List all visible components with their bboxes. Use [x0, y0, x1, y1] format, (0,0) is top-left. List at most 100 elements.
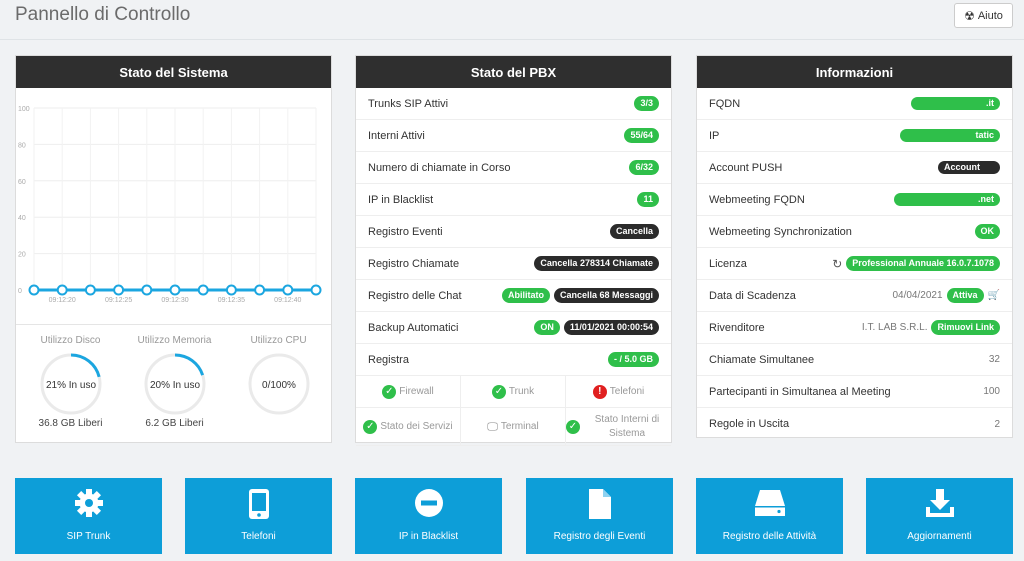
status-badge: ON: [534, 320, 560, 335]
service-status: 🖵 Terminal: [461, 408, 566, 446]
status-badge: 11: [637, 192, 659, 207]
status-badge: Abilitato: [501, 288, 550, 303]
data-point: [141, 284, 153, 296]
panel-title: Stato del PBX: [356, 56, 671, 88]
check-icon: ✓: [491, 384, 506, 399]
monitor-icon: 🖵: [487, 420, 498, 433]
disk-ring: 21% In uso: [40, 353, 101, 415]
ip-value: tatic: [900, 129, 1000, 142]
cpu-ring: 0/100%: [248, 353, 309, 415]
page-title: Pannello di Controllo: [15, 4, 191, 25]
push-account[interactable]: Account: [938, 161, 1000, 174]
y-tick-label: 20: [18, 252, 26, 259]
action-badge[interactable]: Cancella 278314 Chiamate: [534, 256, 659, 271]
data-point: [310, 284, 322, 296]
pbx-row-label: Numero di chiamate in Corso: [368, 161, 511, 174]
services-grid: ✓ Firewall ✓ Trunk! Telefoni ✓ Stato dei Servi…: [356, 376, 671, 446]
service-status: ! Telefoni: [566, 376, 671, 408]
action-badge[interactable]: Cancella 68 Messaggi: [553, 288, 659, 303]
pbx-rows: Trunks SIP Attivi 3/3 Interni Attivi 55/64 N…: [356, 88, 671, 376]
info-row-expiry: Data di Scadenza 04/04/2021 Attiva 🛒: [697, 280, 1012, 312]
action-badge[interactable]: Cancella: [609, 224, 659, 239]
webfqdn-label: Webmeeting FQDN: [709, 193, 805, 206]
disk-label: Utilizzo Disco: [40, 335, 101, 346]
x-tick-label: 09:12:20: [49, 297, 76, 304]
fqdn-label: FQDN: [709, 97, 741, 110]
expiry-label: Data di Scadenza: [709, 289, 796, 302]
service-status: ✓ Trunk: [461, 376, 566, 408]
service-label: Firewall: [399, 385, 434, 397]
calls-value: 32: [988, 354, 1000, 365]
data-point: [113, 284, 125, 296]
activity-log-tile[interactable]: Registro delle Attività: [696, 478, 843, 554]
y-tick-label: 40: [18, 215, 26, 222]
memory-ring: 20% In uso: [144, 353, 205, 415]
pbx-row: Registro delle Chat Abilitato Cancella 68 …: [356, 280, 671, 312]
remove-link-button[interactable]: Rimuovi Link: [931, 320, 1000, 335]
service-label: Telefoni: [609, 385, 645, 397]
info-row-license: Licenza ↻ Professional Annuale 16.0.7.10…: [697, 248, 1012, 280]
expiry-date: 04/04/2021: [892, 290, 943, 301]
pbx-row-label: Registro delle Chat: [368, 289, 462, 302]
pbx-row-label: Interni Attivi: [368, 129, 425, 142]
service-label: Stato dei Servizi: [380, 420, 453, 432]
pbx-row: Backup Automatici ON 11/01/2021 00:00:54: [356, 312, 671, 344]
disk-free: 36.8 GB Liberi: [38, 418, 103, 429]
pbx-row: Interni Attivi 55/64: [356, 120, 671, 152]
pbx-row: IP in Blacklist 11: [356, 184, 671, 216]
tile-label: SIP Trunk: [66, 531, 111, 542]
data-point: [56, 284, 68, 296]
data-point: [254, 284, 266, 296]
memory-free: 6.2 GB Liberi: [145, 418, 204, 429]
rules-label: Regole in Uscita: [709, 418, 790, 430]
event-log-tile[interactable]: Registro degli Eventi: [526, 478, 673, 554]
check-icon: ✓: [363, 419, 378, 434]
ip-blacklist-tile[interactable]: IP in Blacklist: [355, 478, 502, 554]
system-chart: 100 80 60 40 20 0 09:12:20 09:12:25 09:12:30 09:1…: [18, 106, 322, 304]
data-point: [28, 284, 40, 296]
pbx-status-panel: Stato del PBX Trunks SIP Attivi 3/3 Intern…: [355, 55, 672, 446]
push-label: Account PUSH: [709, 161, 783, 174]
check-icon: ✓: [566, 419, 580, 434]
y-tick-label: 80: [18, 142, 26, 149]
updates-tile[interactable]: Aggiornamenti: [866, 478, 1013, 554]
calls-label: Chiamate Simultanee: [709, 353, 815, 366]
system-status-panel: Stato del Sistema 100 80 60 40 20 0 09:12:20 09…: [15, 55, 332, 443]
refresh-icon[interactable]: ↻: [832, 256, 843, 271]
license-label: Licenza: [709, 257, 747, 270]
cart-icon[interactable]: 🛒: [987, 290, 1000, 301]
pbx-row: Registro Eventi Cancella: [356, 216, 671, 248]
hard-drive-icon: [754, 490, 785, 516]
gear-icon: [74, 489, 103, 517]
phones-tile[interactable]: Telefoni: [185, 478, 332, 554]
data-point: [282, 284, 294, 296]
info-row-websync: Webmeeting Synchronization OK: [697, 216, 1012, 248]
pbx-row-label: Registro Eventi: [368, 225, 443, 238]
status-badge: 3/3: [634, 96, 659, 111]
x-tick-label: 09:12:30: [161, 297, 188, 304]
data-point: [84, 284, 96, 296]
webfqdn-value: .net: [894, 193, 1000, 206]
service-status: ✓ Stato Interni di Sistema: [566, 408, 671, 446]
memory-label: Utilizzo Memoria: [137, 335, 212, 346]
service-label: Terminal: [500, 420, 539, 432]
info-row-webfqdn: Webmeeting FQDN .net: [697, 184, 1012, 216]
tile-label: Registro delle Attività: [722, 531, 817, 542]
action-badge[interactable]: 11/01/2021 00:00:54: [563, 320, 659, 335]
help-button[interactable]: ☢ Aiuto: [954, 3, 1013, 28]
license-badge: Professional Annuale 16.0.7.1078: [846, 256, 1000, 271]
meeting-value: 100: [983, 386, 1000, 397]
sip-trunk-tile[interactable]: SIP Trunk: [15, 478, 162, 554]
pbx-row-label: Registra: [368, 353, 409, 366]
service-status: ✓ Firewall: [356, 376, 461, 408]
y-tick-label: 0: [18, 288, 22, 295]
info-row-ip: IP tatic: [697, 120, 1012, 152]
tile-label: IP in Blacklist: [398, 531, 459, 542]
ip-label: IP: [709, 129, 720, 142]
status-badge: 6/32: [629, 160, 659, 175]
x-tick-label: 09:12:25: [105, 297, 132, 304]
websync-label: Webmeeting Synchronization: [709, 225, 852, 238]
info-row-reseller: Rivenditore I.T. LAB S.R.L. Rimuovi Link: [697, 312, 1012, 344]
lifebuoy-icon: ☢: [964, 8, 975, 23]
cpu-center: 0/100%: [262, 380, 296, 391]
